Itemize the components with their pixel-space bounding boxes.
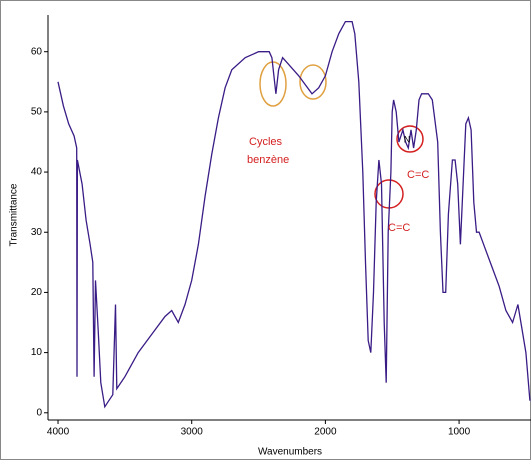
y-tick-label: 50 (31, 107, 43, 118)
annotation: N (404, 134, 411, 144)
annotation: C=C (407, 169, 429, 181)
x-axis-label: Wavenumbers (258, 447, 322, 458)
annotation: Cycles (249, 136, 283, 148)
y-tick-label: 30 (31, 227, 43, 238)
x-tick-label: 3000 (181, 427, 204, 438)
x-tick-label: 1000 (448, 427, 471, 438)
y-tick-label: 40 (31, 167, 43, 178)
circle (396, 125, 424, 153)
y-tick-label: 60 (31, 46, 43, 57)
y-tick-label: 10 (31, 347, 43, 358)
x-tick-label: 2000 (314, 427, 337, 438)
circle (299, 64, 327, 100)
y-tick-label: 20 (31, 287, 43, 298)
annotation: benzène (247, 154, 289, 166)
y-axis-label: Transmittance (9, 183, 20, 246)
y-tick-label: 0 (36, 407, 42, 418)
spectrum-line (57, 20, 531, 409)
x-tick-label: 4000 (47, 427, 70, 438)
annotation: C=C (388, 222, 410, 234)
